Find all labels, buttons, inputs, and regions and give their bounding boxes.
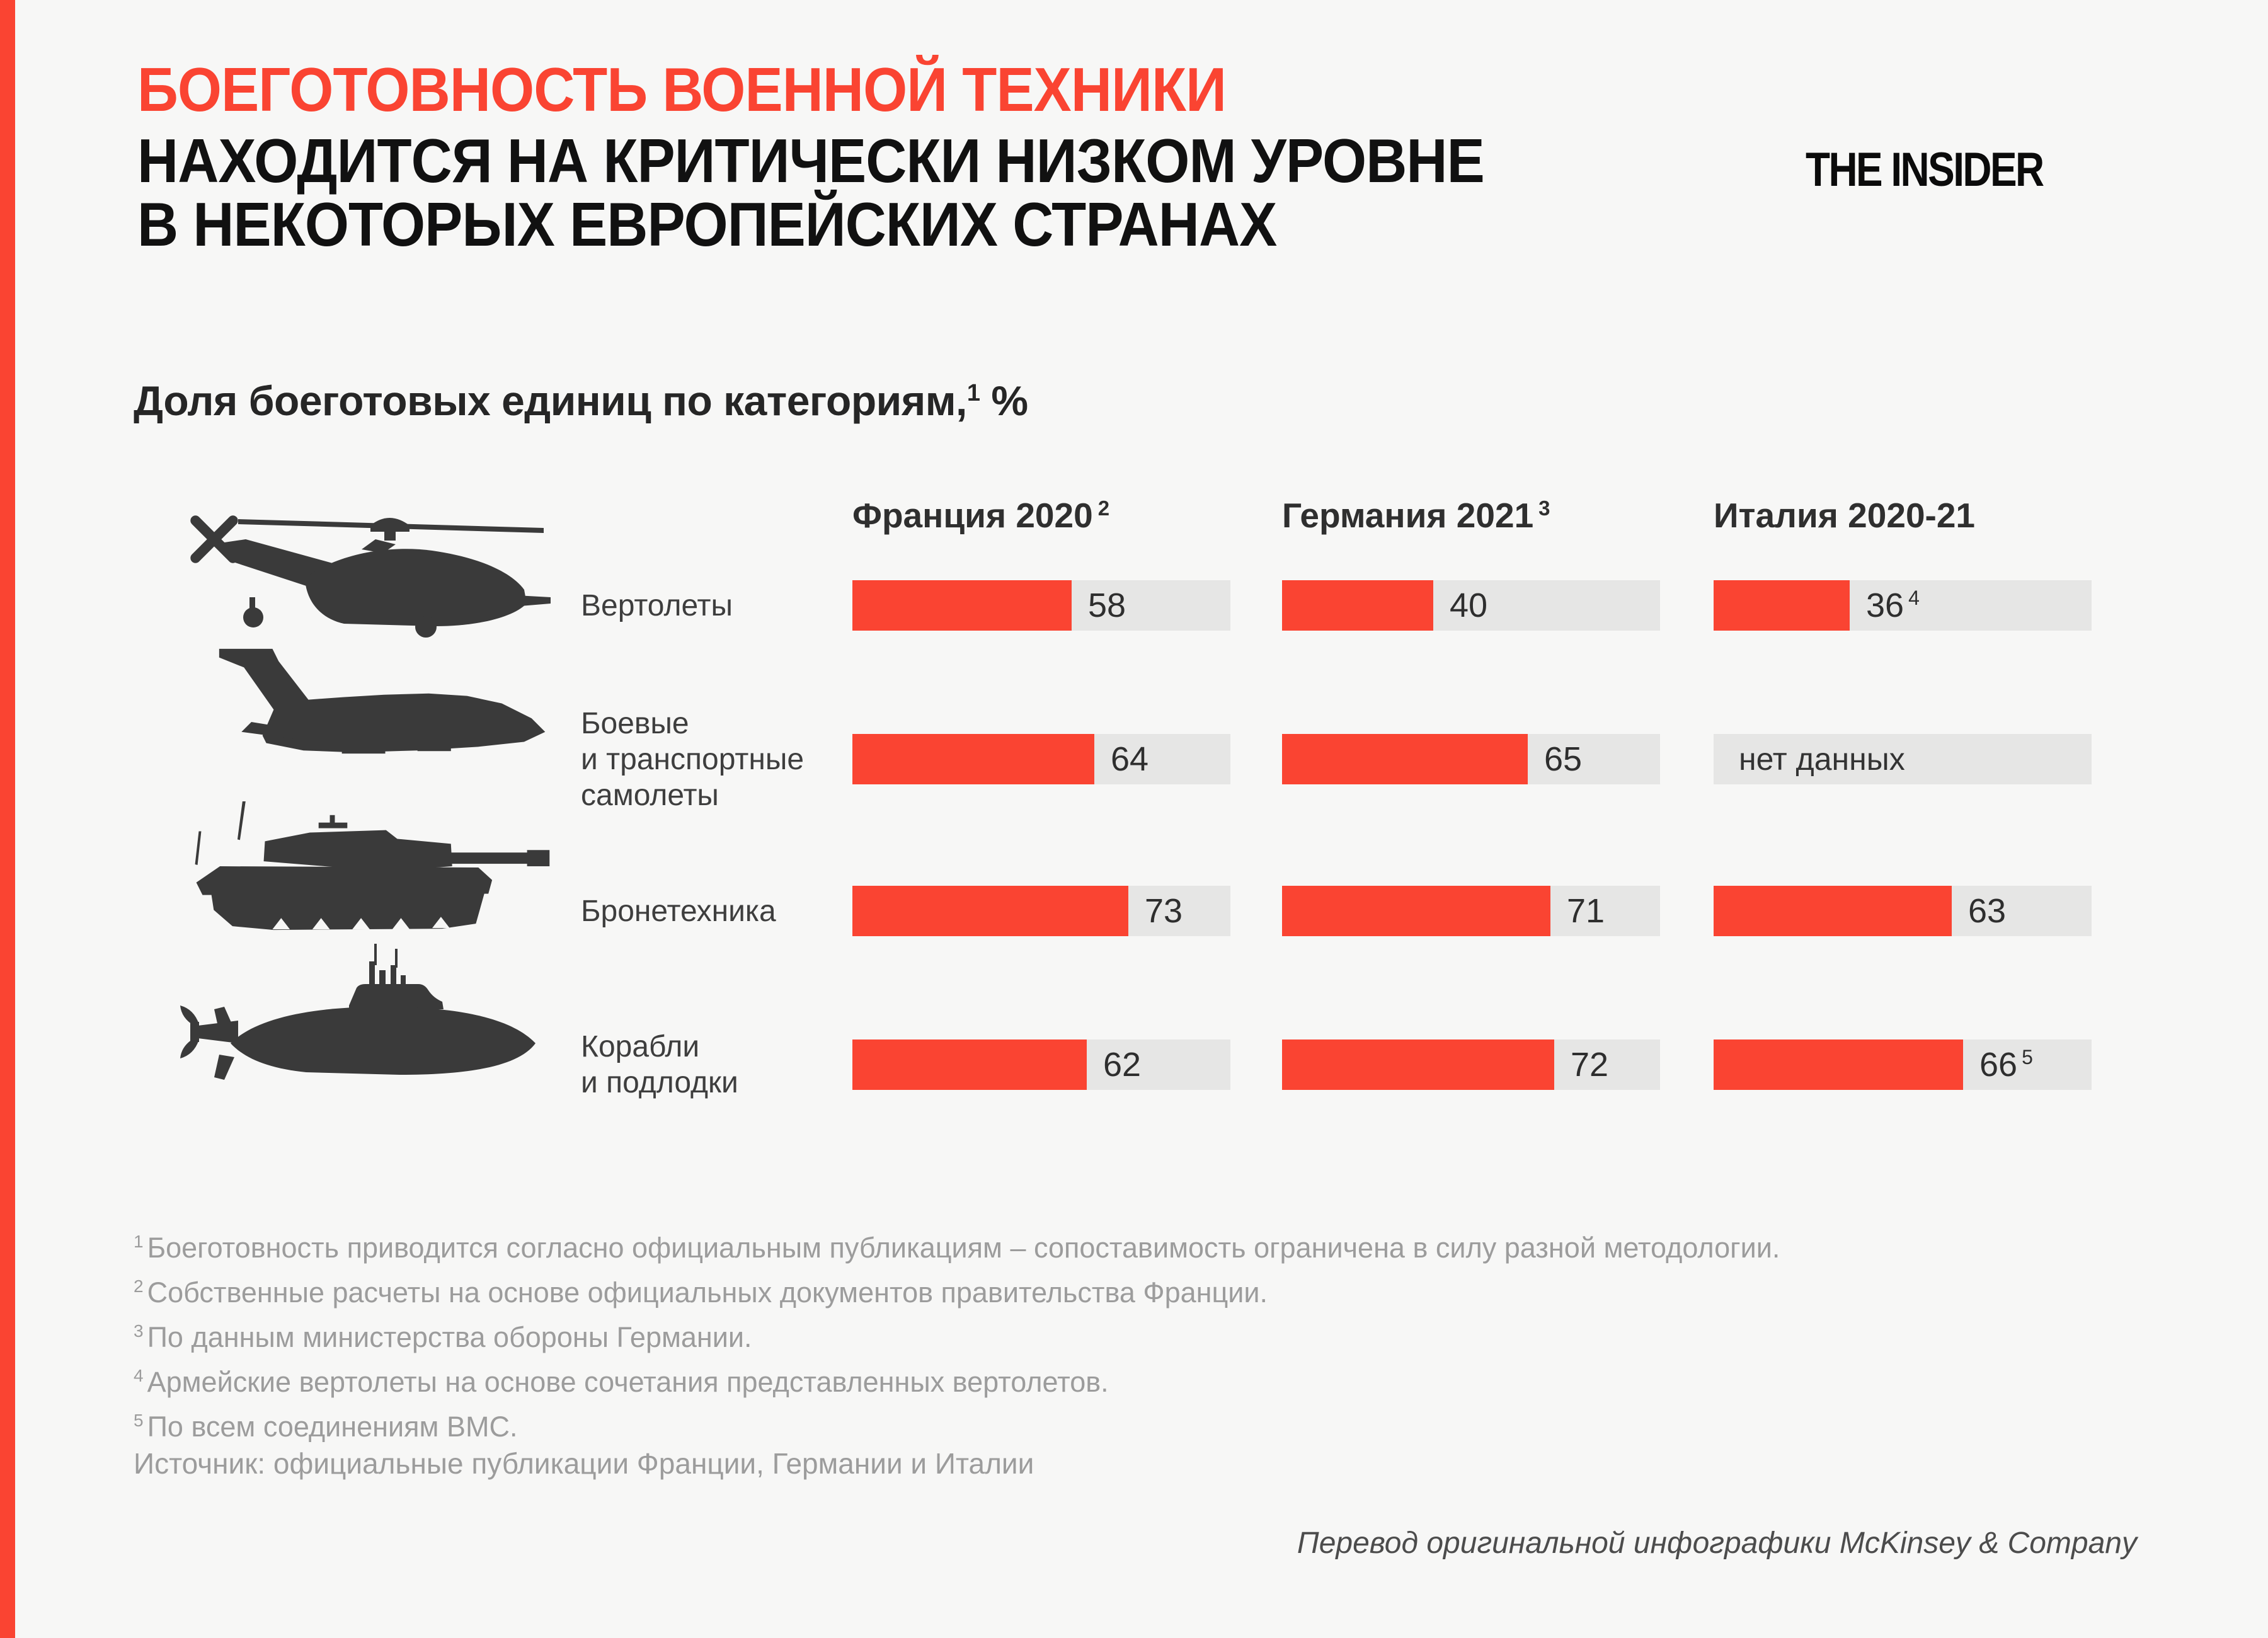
- bar-ships-italy: 66 5: [1714, 1040, 2092, 1090]
- tank-icon: [178, 801, 556, 936]
- bar-armored-italy: 63: [1714, 886, 2092, 936]
- bar-fill: [852, 886, 1128, 936]
- bar-fill: [1282, 580, 1433, 631]
- bar-ships-germany: 72: [1282, 1040, 1660, 1090]
- footnote-4: 4 Армейские вертолеты на основе сочетания…: [134, 1366, 1109, 1398]
- title-line-black-1: НАХОДИТСЯ НА КРИТИЧЕСКИ НИЗКОМ УРОВНЕ: [137, 126, 1485, 195]
- bar-aircraft-france: 64: [852, 734, 1230, 784]
- bar-value: 58: [1088, 587, 1126, 624]
- bar-value: 63: [1968, 892, 2007, 930]
- bar-aircraft-italy-no-data: нет данных: [1714, 734, 2092, 784]
- row-label-aircraft: Боевые и транспортные самолеты: [581, 706, 805, 812]
- bar-fill: [1282, 886, 1550, 936]
- footnote-5: 5 По всем соединениям ВМС.: [134, 1411, 518, 1443]
- row-label-helicopters: Вертолеты: [581, 588, 733, 622]
- title-line-red: БОЕГОТОВНОСТЬ ВОЕННОЙ ТЕХНИКИ: [137, 55, 1227, 124]
- bar-aircraft-germany: 65: [1282, 734, 1660, 784]
- footnotes: 1 Боеготовность приводится согласно офици…: [134, 1222, 1780, 1446]
- the-insider-logo: THE INSIDER: [1806, 143, 2044, 197]
- bar-value: 72: [1571, 1046, 1609, 1084]
- footnote-marker: 4: [1908, 587, 1920, 609]
- bar-value: 73: [1145, 892, 1183, 930]
- bar-helicopters-france: 58: [852, 580, 1230, 631]
- bar-ships-france: 62: [852, 1040, 1230, 1090]
- footnote-3: 3 По данным министерства обороны Германии…: [134, 1321, 752, 1353]
- column-header-france: Франция 2020 2: [852, 496, 1110, 535]
- left-accent-bar: [0, 0, 15, 1638]
- bar-fill: [1714, 886, 1952, 936]
- column-header-italy: Италия 2020-21: [1714, 496, 1976, 535]
- bar-value: 36 4: [1866, 587, 1920, 624]
- bar-fill: [1282, 734, 1528, 784]
- bar-armored-france: 73: [852, 886, 1230, 936]
- submarine-icon: [175, 944, 547, 1098]
- bar-fill: [852, 734, 1094, 784]
- no-data-label: нет данных: [1739, 742, 1905, 777]
- fighter-jet-icon: [184, 645, 549, 760]
- footnote-2: 2 Собственные расчеты на основе официальн…: [134, 1276, 1268, 1309]
- title-line-black-2: В НЕКОТОРЫХ ЕВРОПЕЙСКИХ СТРАНАХ: [137, 190, 1277, 259]
- chart-subtitle-footnote-marker: 1: [966, 380, 980, 406]
- bar-value: 64: [1111, 740, 1149, 778]
- bar-armored-germany: 71: [1282, 886, 1660, 936]
- footnote-1: 1 Боеготовность приводится согласно офици…: [134, 1232, 1780, 1264]
- credit-line: Перевод оригинальной инфографики McKinse…: [1297, 1526, 2137, 1560]
- source-line: Источник: официальные публикации Франции…: [134, 1447, 1034, 1480]
- bar-value: 66 5: [1979, 1046, 2033, 1084]
- bar-fill: [1282, 1040, 1554, 1090]
- column-header-germany: Германия 2021 3: [1282, 496, 1550, 535]
- bar-helicopters-germany: 40: [1282, 580, 1660, 631]
- bar-value: 71: [1567, 892, 1605, 930]
- chart-subtitle-unit: %: [980, 377, 1028, 424]
- helicopter-icon: [175, 503, 553, 638]
- bar-fill: [852, 580, 1072, 631]
- bar-value: 65: [1544, 740, 1583, 778]
- row-label-ships: Корабли и подлодки: [581, 1030, 738, 1099]
- chart-subtitle: Доля боеготовых единиц по категориям,1 %: [134, 377, 1028, 425]
- bar-fill: [1714, 1040, 1963, 1090]
- footnote-marker: 5: [2022, 1046, 2033, 1068]
- page-title: БОЕГОТОВНОСТЬ ВОЕННОЙ ТЕХНИКИ НАХОДИТСЯ …: [137, 58, 1601, 256]
- footnote-marker: 3: [1538, 496, 1550, 520]
- bar-fill: [1714, 580, 1850, 631]
- row-label-armored-vehicles: Бронетехника: [581, 894, 776, 928]
- bar-fill: [852, 1040, 1087, 1090]
- bar-value: 40: [1450, 587, 1488, 624]
- bar-value: 62: [1103, 1046, 1142, 1084]
- footnote-marker: 2: [1097, 496, 1110, 520]
- bar-helicopters-italy: 36 4: [1714, 580, 2092, 631]
- chart-subtitle-text: Доля боеготовых единиц по категориям,: [134, 377, 967, 424]
